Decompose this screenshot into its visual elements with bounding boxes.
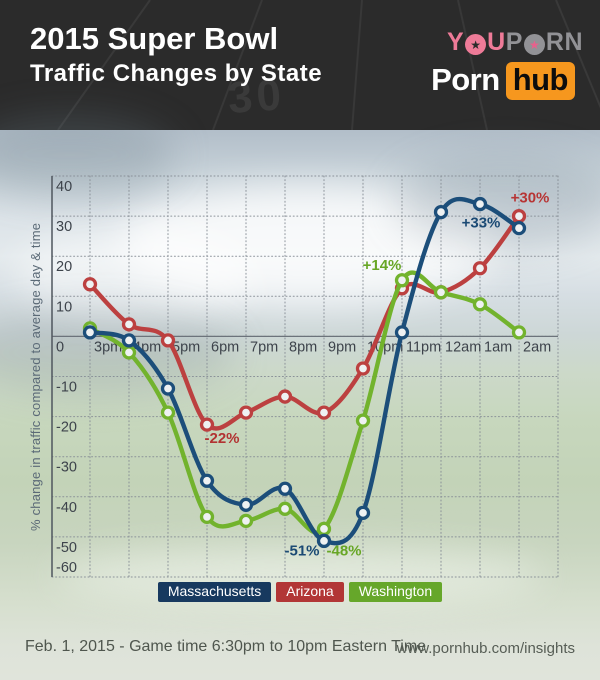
data-point-arizona-6pm — [199, 417, 215, 432]
x-tick-label: 8pm — [289, 339, 317, 355]
data-point-massachusetts-10pm — [355, 505, 371, 520]
x-tick-label: 9pm — [328, 339, 356, 355]
legend-item-washington: Washington — [348, 582, 443, 602]
x-tick-label: 1am — [484, 339, 512, 355]
header-banner: 30 2015 Super Bowl Traffic Changes by St… — [0, 0, 600, 130]
footer-url: www.pornhub.com/insights — [396, 640, 575, 657]
series-line-washington — [87, 270, 522, 535]
annotation-massachusetts: -51% — [284, 542, 319, 559]
legend: Massachusetts Arizona Washington — [0, 582, 600, 602]
data-point-massachusetts-12am — [433, 204, 449, 220]
series-line-arizona — [87, 213, 522, 431]
data-point-arizona-8pm — [277, 389, 293, 404]
data-point-massachusetts-5pm — [160, 381, 176, 396]
legend-item-arizona: Arizona — [276, 582, 344, 602]
y-tick-label: -10 — [56, 380, 77, 396]
data-point-arizona-2am — [511, 208, 527, 224]
y-tick-label: 0 — [56, 339, 64, 355]
youporn-logo-star-o: ★ — [523, 34, 545, 55]
data-point-washington-7pm — [238, 513, 254, 529]
data-point-washington-5pm — [160, 405, 176, 420]
legend-item-massachusetts: Massachusetts — [157, 582, 272, 602]
x-tick-label: 12am — [445, 339, 481, 355]
y-tick-label: -50 — [56, 540, 77, 556]
data-point-washington-11pm — [394, 273, 410, 288]
data-point-massachusetts-7pm — [238, 497, 254, 512]
data-point-washington-12am — [433, 285, 449, 300]
youporn-logo: y ★ up ★ rn — [447, 28, 583, 57]
y-tick-label: -40 — [56, 500, 77, 516]
data-point-arizona-1am — [472, 261, 488, 276]
data-point-arizona-4pm — [121, 317, 137, 332]
page-title: 2015 Super Bowl — [30, 21, 279, 56]
y-tick-label: 10 — [56, 299, 72, 315]
y-tick-label: -20 — [56, 420, 77, 436]
youporn-logo-letter: y — [446, 28, 465, 56]
pornhub-logo-porn-text: Porn — [431, 62, 500, 97]
footer-date: Feb. 1, 2015 - Game time 6:30pm to 10pm … — [25, 638, 427, 655]
x-tick-label: 5pm — [172, 339, 200, 355]
cloud-decoration — [0, 115, 175, 195]
data-point-arizona-9pm — [316, 405, 332, 420]
gridlines — [51, 175, 559, 578]
y-tick-label: -30 — [56, 460, 77, 476]
page-subtitle: Traffic Changes by State — [30, 60, 323, 88]
chart-background: % change in traffic compared to average … — [0, 115, 600, 680]
data-point-massachusetts-9pm — [316, 533, 332, 549]
football-field-lines-decoration — [57, 0, 600, 130]
cloud-decoration — [15, 230, 255, 320]
pornhub-logo-hub-badge: hub — [505, 62, 575, 100]
annotation-arizona: +30% — [511, 190, 550, 207]
x-tick-label: 6pm — [211, 339, 239, 355]
data-point-massachusetts-1am — [472, 196, 488, 212]
data-point-massachusetts-3pm — [82, 325, 98, 340]
cloud-decoration — [0, 310, 235, 395]
data-point-arizona-5pm — [160, 333, 176, 348]
x-tick-label: 2am — [523, 339, 551, 355]
x-tick-label: 11pm — [406, 339, 441, 355]
title-block: 2015 Super Bowl Traffic Changes by State — [30, 21, 323, 88]
annotation-washington: +14% — [363, 257, 402, 274]
data-point-washington-8pm — [277, 501, 293, 516]
y-tick-label: 30 — [56, 219, 72, 235]
series-line-massachusetts — [87, 196, 522, 546]
y-tick-label: -60 — [56, 560, 77, 576]
data-point-massachusetts-6pm — [199, 473, 215, 488]
data-point-arizona-7pm — [238, 405, 254, 420]
y-tick-label: 40 — [56, 179, 72, 195]
annotation-massachusetts: +33% — [462, 215, 501, 232]
data-point-washington-10pm — [355, 413, 371, 428]
youporn-logo-letter: r — [545, 28, 565, 56]
youporn-logo-letter: p — [505, 28, 523, 56]
youporn-logo-letter: n — [564, 28, 583, 56]
youporn-logo-star-o: ★ — [465, 34, 487, 55]
annotation-washington: -48% — [326, 542, 361, 559]
data-point-washington-1am — [472, 297, 488, 312]
data-point-washington-6pm — [199, 509, 215, 524]
y-tick-label: 20 — [56, 259, 72, 275]
data-point-massachusetts-11pm — [394, 325, 410, 340]
data-point-washington-4pm — [121, 345, 137, 360]
x-tick-label: 7pm — [250, 339, 278, 355]
data-point-massachusetts-2am — [511, 220, 527, 236]
pornhub-logo: Porn hub — [431, 62, 575, 100]
data-point-massachusetts-4pm — [121, 333, 137, 348]
annotation-arizona: -22% — [204, 430, 239, 447]
data-point-massachusetts-8pm — [277, 481, 293, 496]
data-point-arizona-10pm — [355, 361, 371, 376]
data-point-arizona-3pm — [82, 277, 98, 292]
data-point-washington-9pm — [316, 521, 332, 537]
youporn-logo-letter: u — [487, 28, 506, 56]
data-point-washington-2am — [511, 325, 527, 340]
